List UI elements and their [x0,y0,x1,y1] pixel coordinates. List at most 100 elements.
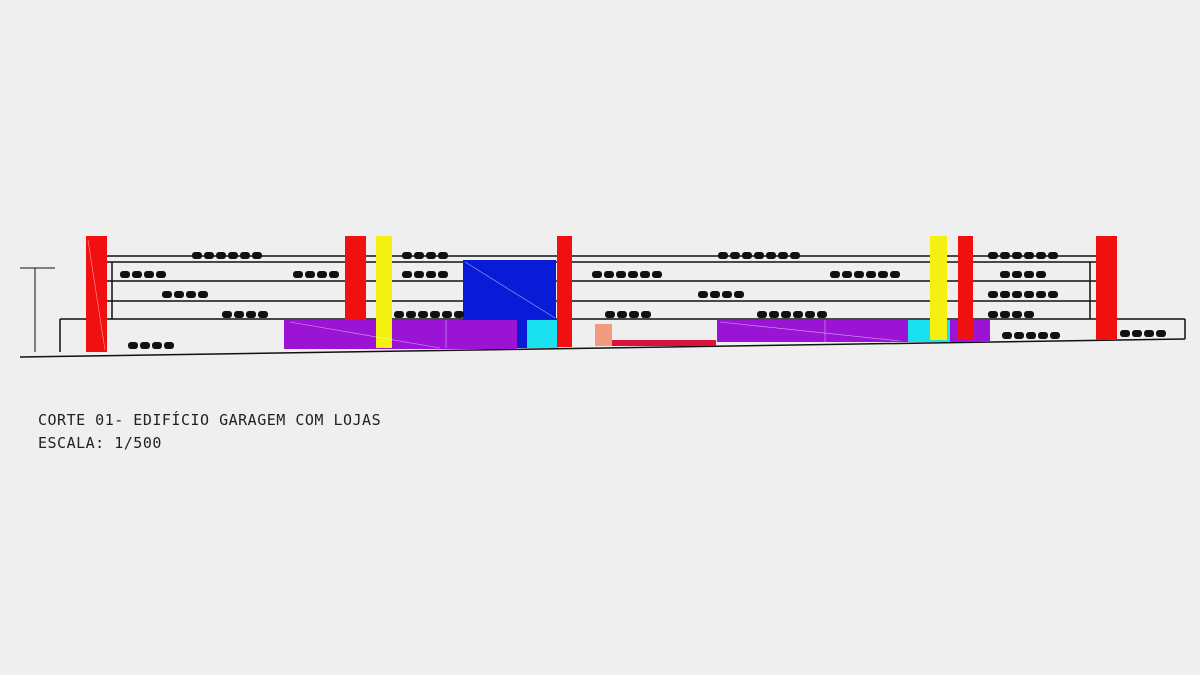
car [418,311,428,318]
car [604,271,614,278]
car [162,291,172,298]
car [1002,332,1012,339]
car [204,252,214,259]
car [878,271,888,278]
car [1036,271,1046,278]
car [698,291,708,298]
car [866,271,876,278]
car [641,311,651,318]
car [890,271,900,278]
car [793,311,803,318]
car [426,271,436,278]
car [438,252,448,259]
car [1024,291,1034,298]
car [1050,332,1060,339]
car [1024,271,1034,278]
car [454,311,464,318]
hatch-line [289,321,441,349]
car [769,311,779,318]
car [1036,291,1046,298]
shop [284,320,517,349]
car [186,291,196,298]
car [766,252,776,259]
car [216,252,226,259]
car [426,252,436,259]
car [222,311,232,318]
car [305,271,315,278]
car [722,291,732,298]
hatch-line [464,261,556,319]
car [252,252,262,259]
car [988,311,998,318]
volumes [86,236,1117,352]
yellow-core [376,236,392,348]
car [317,271,327,278]
car [1156,330,1166,337]
car [246,311,256,318]
blue-volume [517,320,527,348]
ground-line [19,338,1186,358]
car [988,252,998,259]
column [1096,236,1117,340]
car [1144,330,1154,337]
car [164,342,174,349]
car [710,291,720,298]
car [1000,311,1010,318]
car [430,311,440,318]
car [617,311,627,318]
car [402,271,412,278]
car [730,252,740,259]
car [778,252,788,259]
car [616,271,626,278]
hatch [87,239,901,351]
slabs [19,255,1186,358]
car [640,271,650,278]
salmon-volume [595,324,612,346]
car [842,271,852,278]
caption-title: CORTE 01- EDIFÍCIO GARAGEM COM LOJAS [38,410,381,429]
car [240,252,250,259]
column [958,236,973,340]
car [628,271,638,278]
car [652,271,662,278]
car [293,271,303,278]
car [128,342,138,349]
car [1012,311,1022,318]
car [228,252,238,259]
car [1014,332,1024,339]
car [414,271,424,278]
car [329,271,339,278]
car [402,252,412,259]
car [156,271,166,278]
car [592,271,602,278]
car [1024,252,1034,259]
car [781,311,791,318]
car [132,271,142,278]
car [830,271,840,278]
crimson-volume [612,340,716,346]
car [1048,252,1058,259]
car [754,252,764,259]
car [1012,271,1022,278]
yellow-core [930,236,947,340]
car [192,252,202,259]
car [394,311,404,318]
car [258,311,268,318]
car [629,311,639,318]
car [1012,291,1022,298]
car [1000,271,1010,278]
column [557,236,572,347]
car [1120,330,1130,337]
car [174,291,184,298]
car [605,311,615,318]
car [406,311,416,318]
car [988,291,998,298]
car [140,342,150,349]
car [742,252,752,259]
column [345,236,366,320]
car [144,271,154,278]
car [718,252,728,259]
car [414,252,424,259]
